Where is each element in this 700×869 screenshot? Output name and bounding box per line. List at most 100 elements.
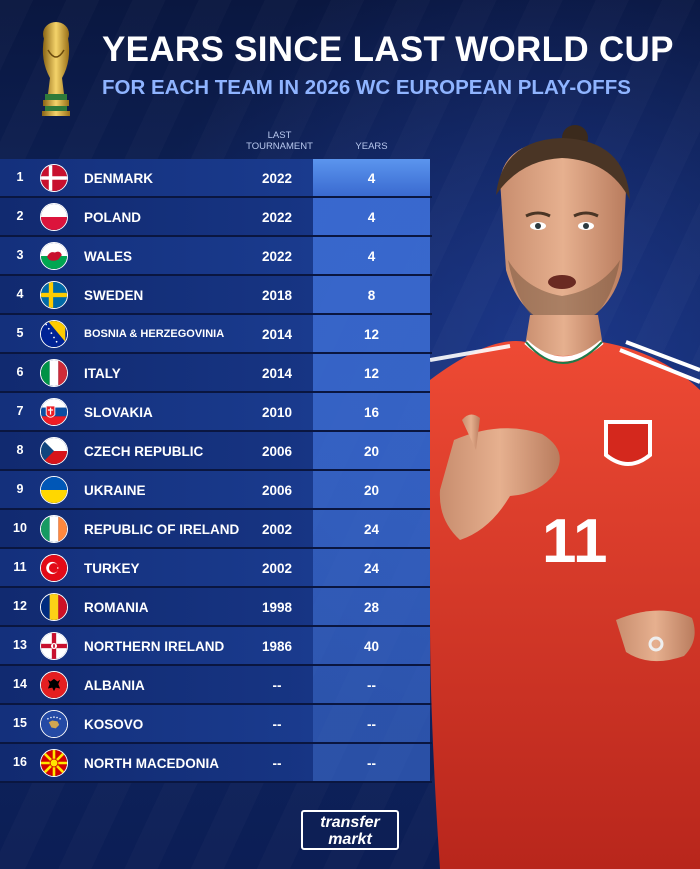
years-since: 40 xyxy=(363,639,380,654)
table-row: 6 ITALY 2014 12 xyxy=(0,354,432,393)
years-cell-background xyxy=(313,237,430,274)
last-tournament-year: -- xyxy=(272,717,282,732)
years-cell-background xyxy=(313,549,430,586)
player-photo: 11 xyxy=(430,125,700,869)
turkey-flag-icon xyxy=(40,554,68,582)
rank-number: 12 xyxy=(13,599,27,613)
table-row: 12 ROMANIA 1998 28 xyxy=(0,588,432,627)
rank-number: 14 xyxy=(13,677,27,691)
rank-number: 7 xyxy=(16,404,24,418)
last-tournament-year: 2010 xyxy=(261,405,293,420)
rank-number: 15 xyxy=(13,716,27,730)
years-cell-background xyxy=(313,627,430,664)
bosnia-flag-icon xyxy=(40,320,68,348)
years-since: 12 xyxy=(363,327,380,342)
years-since: 4 xyxy=(367,210,376,225)
team-name: WALES xyxy=(84,249,133,264)
years-since: 16 xyxy=(363,405,380,420)
years-cell-background xyxy=(313,705,430,742)
albania-flag-icon xyxy=(40,671,68,699)
rank-number: 3 xyxy=(16,248,24,262)
years-cell-background xyxy=(313,276,430,313)
years-since: 20 xyxy=(363,483,380,498)
years-since: 24 xyxy=(363,561,380,576)
last-tournament-year: 2014 xyxy=(261,366,293,381)
ranking-table: 1 DENMARK 2022 4 2 POLAND 2022 4 3 WALES 2022 4 4 SWE… xyxy=(0,159,432,783)
table-row: 1 DENMARK 2022 4 xyxy=(0,159,432,198)
years-since: 4 xyxy=(367,171,376,186)
last-tournament-year: 2022 xyxy=(261,210,293,225)
italy-flag-icon xyxy=(40,359,68,387)
years-since: -- xyxy=(367,717,376,732)
wales-flag-icon xyxy=(40,242,68,270)
last-tournament-year: 2018 xyxy=(261,288,293,303)
rank-number: 4 xyxy=(16,287,24,301)
table-row: 7 SLOVAKIA 2010 16 xyxy=(0,393,432,432)
last-tournament-year: 2006 xyxy=(261,444,293,459)
rank-number: 8 xyxy=(16,443,24,457)
northern-ireland-flag-icon xyxy=(40,632,68,660)
shirt-number: 11 xyxy=(542,507,608,576)
years-cell-background xyxy=(313,393,430,430)
years-since: 8 xyxy=(367,288,376,303)
table-row: 9 UKRAINE 2006 20 xyxy=(0,471,432,510)
table-row: 3 WALES 2022 4 xyxy=(0,237,432,276)
page-title: YEARS SINCE LAST WORLD CUP xyxy=(102,30,674,69)
years-cell-background xyxy=(313,354,430,391)
team-name: NORTHERN IRELAND xyxy=(84,639,225,654)
team-name: POLAND xyxy=(84,210,141,225)
team-name: DENMARK xyxy=(84,171,153,186)
last-tournament-year: 2022 xyxy=(261,171,293,186)
last-tournament-year: -- xyxy=(272,678,282,693)
team-name: UKRAINE xyxy=(84,483,146,498)
years-cell-background xyxy=(313,666,430,703)
table-row: 11 TURKEY 2002 24 xyxy=(0,549,432,588)
rank-number: 5 xyxy=(16,326,24,340)
north-macedonia-flag-icon xyxy=(40,749,68,777)
team-name: TURKEY xyxy=(84,561,140,576)
years-since: 4 xyxy=(367,249,376,264)
romania-flag-icon xyxy=(40,593,68,621)
years-cell-background xyxy=(313,510,430,547)
team-name: BOSNIA & HERZEGOVINIA xyxy=(84,328,225,340)
years-cell-background xyxy=(313,198,430,235)
table-row: 14 ALBANIA -- -- xyxy=(0,666,432,705)
years-cell-background xyxy=(313,471,430,508)
years-cell-background xyxy=(313,159,430,196)
world-cup-trophy-icon xyxy=(42,22,70,116)
table-row: 10 REPUBLIC OF IRELAND 2002 24 xyxy=(0,510,432,549)
team-name: ROMANIA xyxy=(84,600,149,615)
last-tournament-year: 1998 xyxy=(261,600,293,615)
team-name: CZECH REPUBLIC xyxy=(84,444,204,459)
years-since: 24 xyxy=(363,522,380,537)
last-tournament-year: 2022 xyxy=(261,249,293,264)
czech-flag-icon xyxy=(40,437,68,465)
rank-number: 1 xyxy=(16,170,24,184)
rank-number: 16 xyxy=(13,755,27,769)
slovakia-flag-icon xyxy=(40,398,68,426)
years-cell-background xyxy=(313,432,430,469)
team-name: ITALY xyxy=(84,366,121,381)
years-since: 28 xyxy=(363,600,380,615)
years-since: 12 xyxy=(363,366,380,381)
last-tournament-year: 2006 xyxy=(261,483,293,498)
years-since: -- xyxy=(367,678,376,693)
rank-number: 6 xyxy=(16,365,24,379)
denmark-flag-icon xyxy=(40,164,68,192)
team-name: SLOVAKIA xyxy=(84,405,153,420)
ukraine-flag-icon xyxy=(40,476,68,504)
table-row: 2 POLAND 2022 4 xyxy=(0,198,432,237)
years-cell-background xyxy=(313,588,430,625)
last-tournament-year: 2014 xyxy=(261,327,293,342)
years-since: -- xyxy=(367,756,376,771)
poland-flag-icon xyxy=(40,203,68,231)
last-tournament-year: 2002 xyxy=(261,561,293,576)
rank-number: 10 xyxy=(13,521,27,535)
page-subtitle: FOR EACH TEAM IN 2026 WC EUROPEAN PLAY-O… xyxy=(102,76,631,99)
table-row: 15 KOSOVO -- -- xyxy=(0,705,432,744)
table-row: 16 NORTH MACEDONIA -- -- xyxy=(0,744,432,783)
team-name: KOSOVO xyxy=(84,717,144,732)
rank-number: 11 xyxy=(13,560,27,574)
years-cell-background xyxy=(313,315,430,352)
table-row: 13 NORTHERN IRELAND 1986 40 xyxy=(0,627,432,666)
